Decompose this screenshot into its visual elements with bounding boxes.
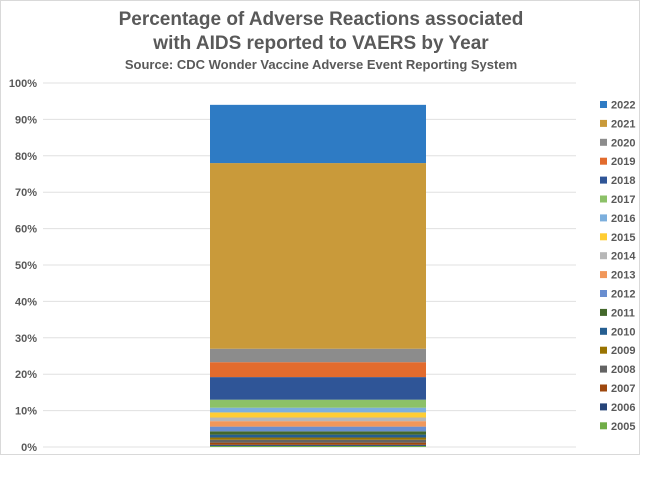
legend-swatch-2008 <box>600 365 607 373</box>
bar-segment-2010 <box>210 434 426 438</box>
legend-swatch-2018 <box>600 176 607 184</box>
bar-segment-2021 <box>210 163 426 349</box>
legend-swatch-2006 <box>600 403 607 411</box>
y-tick-label: 20% <box>15 369 37 381</box>
bar-segment-2007 <box>210 442 426 445</box>
legend-swatch-2014 <box>600 252 607 260</box>
bar-segment-2006 <box>210 444 426 446</box>
bar-segment-2015 <box>210 412 426 418</box>
y-axis-ticks: 0% 10% 20% 30% 40% 50% 60% 70% 80% 90% 100% <box>9 78 37 454</box>
legend-swatch-2010 <box>600 327 607 335</box>
bar-segment-2019 <box>210 362 426 378</box>
legend-label-2022: 2022 <box>611 100 635 112</box>
y-tick-label: 40% <box>15 296 37 308</box>
legend-label-2010: 2010 <box>611 326 635 338</box>
legend-label-2021: 2021 <box>611 118 635 130</box>
y-tick-label: 80% <box>15 151 37 163</box>
bar-segment-2005 <box>210 445 426 447</box>
bar-segment-2014 <box>210 417 426 422</box>
legend-label-2012: 2012 <box>611 289 635 301</box>
bar-segment-2017 <box>210 399 426 408</box>
legend-swatch-2013 <box>600 271 607 279</box>
legend-label-2018: 2018 <box>611 175 635 187</box>
bar-segment-2011 <box>210 431 426 435</box>
legend-label-2016: 2016 <box>611 213 635 225</box>
bar-segment-2016 <box>210 407 426 413</box>
bar-segment-2008 <box>210 439 426 443</box>
legend-label-2019: 2019 <box>611 156 635 168</box>
y-tick-label: 100% <box>9 78 37 90</box>
y-tick-label: 30% <box>15 333 37 345</box>
legend-label-2015: 2015 <box>611 232 635 244</box>
legend: 2022 2021 2020 2019 2018 2017 2016 2015 2014 2013… <box>600 100 636 433</box>
legend-swatch-2022 <box>600 101 607 108</box>
legend-swatch-2019 <box>600 157 607 165</box>
bar-segment-2022 <box>210 104 426 164</box>
bar-segment-2012 <box>210 426 426 432</box>
legend-label-2005: 2005 <box>611 421 635 433</box>
chart-title-line1: Percentage of Adverse Reactions associat… <box>118 9 524 30</box>
bar-segment-2009 <box>210 437 426 440</box>
legend-label-2007: 2007 <box>611 383 635 395</box>
chart-subtitle: Source: CDC Wonder Vaccine Adverse Event… <box>124 57 518 72</box>
legend-swatch-2020 <box>600 138 607 146</box>
legend-swatch-2009 <box>600 346 607 354</box>
stacked-bar-chart: 0%10%20%30%40%50%60%70%80%90%100% 202220… <box>9 78 636 454</box>
legend-label-2008: 2008 <box>611 364 635 376</box>
legend-swatch-2005 <box>600 422 607 430</box>
y-tick-label: 90% <box>15 114 37 126</box>
legend-label-2014: 2014 <box>611 251 636 263</box>
legend-label-2013: 2013 <box>611 270 635 282</box>
legend-swatch-2007 <box>600 384 607 392</box>
legend-swatch-2015 <box>600 233 607 241</box>
legend-swatch-2012 <box>600 290 607 297</box>
chart-frame: Percentage of Adverse Reactions associat… <box>0 0 640 455</box>
legend-swatch-2021 <box>600 119 607 127</box>
legend-label-2020: 2020 <box>611 137 635 149</box>
legend-label-2006: 2006 <box>611 402 635 414</box>
y-tick-label: 10% <box>15 406 37 418</box>
y-tick-label: 60% <box>15 224 37 236</box>
bar-segment-2018 <box>210 377 426 400</box>
y-tick-label: 50% <box>15 260 37 272</box>
y-tick-label: 0% <box>21 442 37 454</box>
legend-label-2017: 2017 <box>611 194 635 206</box>
legend-swatch-2017 <box>600 195 607 203</box>
legend-label-2009: 2009 <box>611 345 635 357</box>
legend-swatch-2016 <box>600 214 607 222</box>
bar-segment-2013 <box>210 421 426 427</box>
legend-label-2011: 2011 <box>611 307 635 319</box>
bar-segment-2020 <box>210 348 426 363</box>
chart-title-line2: with AIDS reported to VAERS by Year <box>153 33 489 54</box>
bar-segments <box>210 104 426 447</box>
y-tick-label: 70% <box>15 187 37 199</box>
legend-swatch-2011 <box>600 308 607 316</box>
